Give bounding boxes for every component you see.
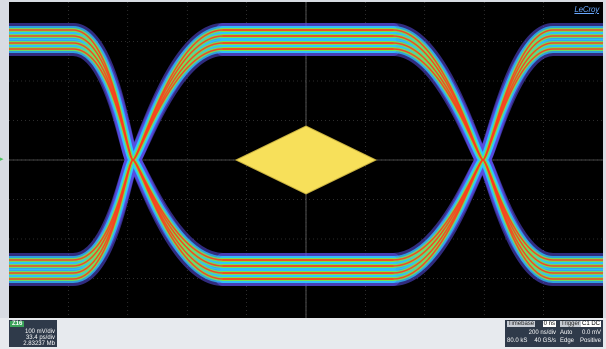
trigger-descriptor[interactable]: Trigger C1 DC Auto 0.0 mV Edge Positive xyxy=(558,320,603,347)
status-bar: Z16 100 mV/div 33.4 ps/div 2.83237 Mb Ti… xyxy=(0,318,606,349)
channel-horizontal-scale: 33.4 ps/div xyxy=(25,335,55,341)
trigger-label: Trigger xyxy=(560,321,581,327)
eye-diagram xyxy=(9,2,603,318)
timebase-label: Timebase xyxy=(507,321,536,327)
trigger-type: Edge xyxy=(560,338,575,344)
channel-descriptor[interactable]: Z16 100 mV/div 33.4 ps/div 2.83237 Mb xyxy=(9,320,57,347)
trigger-channel: C1 DC xyxy=(580,321,601,327)
channel-value: 2.83237 Mb xyxy=(23,341,55,347)
waveform-display[interactable]: LeCroy xyxy=(9,2,603,318)
timebase-scale: 200 ns/div xyxy=(528,330,556,336)
mask-region xyxy=(234,125,378,195)
channel-tag: Z16 xyxy=(10,321,25,327)
timebase-offset: 0 ns xyxy=(542,321,556,327)
ground-level-marker[interactable]: ▸ xyxy=(0,156,4,163)
timebase-sample-rate: 40 GS/s xyxy=(534,338,556,344)
channel-scale: 100 mV/div xyxy=(24,329,55,335)
brand-logo: LeCroy xyxy=(574,5,599,14)
trigger-slope: Positive xyxy=(579,338,601,344)
trigger-level: 0.0 mV xyxy=(581,330,601,336)
timebase-descriptor[interactable]: Timebase 0 ns 200 ns/div 80.0 kS 40 GS/s xyxy=(505,320,558,347)
timebase-samples: 80.0 kS xyxy=(507,338,528,344)
trigger-mode: Auto xyxy=(560,330,573,336)
